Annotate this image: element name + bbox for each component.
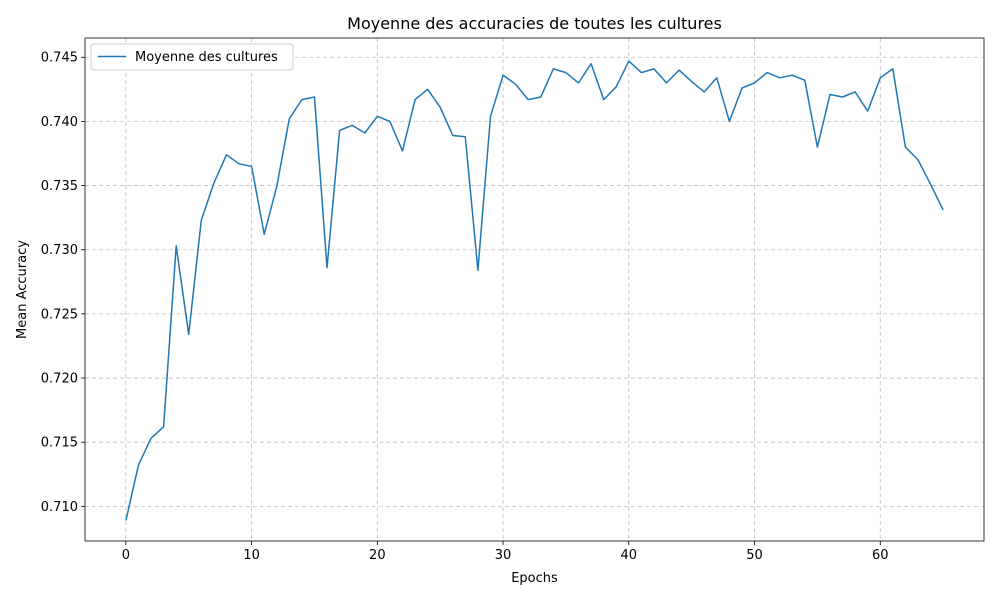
x-axis-label: Epochs xyxy=(511,571,558,586)
y-tick-label: 0.730 xyxy=(41,243,78,258)
x-tick-label: 60 xyxy=(872,548,889,563)
data-point xyxy=(263,233,266,236)
data-point xyxy=(942,208,945,211)
plot-frame xyxy=(84,37,985,542)
data-point xyxy=(665,81,668,84)
data-point xyxy=(338,129,341,132)
y-tick-label: 0.710 xyxy=(41,500,78,515)
data-point xyxy=(916,158,919,161)
data-point xyxy=(677,68,680,71)
data-point xyxy=(891,67,894,70)
data-point xyxy=(577,81,580,84)
data-point xyxy=(124,519,127,522)
grid xyxy=(85,38,984,541)
data-point xyxy=(225,153,228,156)
data-point xyxy=(300,98,303,101)
y-tick-label: 0.740 xyxy=(41,115,78,130)
data-point xyxy=(401,149,404,152)
data-point xyxy=(740,86,743,89)
data-point xyxy=(589,62,592,65)
data-point xyxy=(250,165,253,168)
data-point xyxy=(715,76,718,79)
data-point xyxy=(439,106,442,109)
x-tick-label: 20 xyxy=(369,548,386,563)
y-tick-label: 0.745 xyxy=(41,51,78,66)
data-point xyxy=(527,98,530,101)
data-point xyxy=(866,110,869,113)
x-tick-label: 40 xyxy=(621,548,638,563)
x-tick-label: 30 xyxy=(495,548,512,563)
y-tick-label: 0.725 xyxy=(41,307,78,322)
data-point xyxy=(237,162,240,165)
data-point xyxy=(640,71,643,74)
data-point xyxy=(426,88,429,91)
data-point xyxy=(476,269,479,272)
data-point xyxy=(325,266,328,269)
y-axis-label: Mean Accuracy xyxy=(15,240,30,339)
data-point xyxy=(816,145,819,148)
data-point xyxy=(175,244,178,247)
series-line xyxy=(125,60,944,521)
data-point xyxy=(753,81,756,84)
data-point xyxy=(841,95,844,98)
data-point xyxy=(162,425,165,428)
data-point xyxy=(149,437,152,440)
data-point xyxy=(501,74,504,77)
data-point xyxy=(854,90,857,93)
data-point xyxy=(904,145,907,148)
legend: Moyenne des cultures xyxy=(90,43,294,71)
y-tick-label: 0.720 xyxy=(41,372,78,387)
data-point xyxy=(828,93,831,96)
x-tick-label: 0 xyxy=(122,548,130,563)
data-point xyxy=(564,71,567,74)
x-tick-label: 50 xyxy=(746,548,763,563)
data-point xyxy=(690,80,693,83)
data-point xyxy=(413,98,416,101)
data-point xyxy=(275,185,278,188)
data-point xyxy=(703,90,706,93)
x-tick-label: 10 xyxy=(243,548,260,563)
data-point xyxy=(539,95,542,98)
data-point xyxy=(514,83,517,86)
y-tick-label: 0.735 xyxy=(41,179,78,194)
y-tick-label: 0.715 xyxy=(41,436,78,451)
y-axis-ticks: 0.710 0.715 0.720 0.725 0.730 0.735 0.740 0.745 xyxy=(41,51,85,515)
data-point xyxy=(803,79,806,82)
data-point xyxy=(615,85,618,88)
legend-label: Moyenne des cultures xyxy=(135,50,278,65)
data-point xyxy=(200,219,203,222)
data-point xyxy=(652,67,655,70)
data-point xyxy=(212,181,215,184)
data-point xyxy=(313,95,316,98)
data-point xyxy=(552,67,555,70)
data-point xyxy=(187,333,190,336)
data-point xyxy=(288,117,291,120)
data-point xyxy=(929,183,932,186)
data-point xyxy=(464,135,467,138)
data-point xyxy=(766,71,769,74)
data-point xyxy=(791,74,794,77)
legend-box xyxy=(90,43,294,71)
data-point xyxy=(778,76,781,79)
data-point xyxy=(351,124,354,127)
data-point xyxy=(376,115,379,118)
data-point xyxy=(602,98,605,101)
data-point xyxy=(363,131,366,134)
series-layer xyxy=(124,59,945,522)
data-point xyxy=(627,59,630,62)
chart-title: Moyenne des accuracies de toutes les cul… xyxy=(347,14,722,33)
data-point xyxy=(728,120,731,123)
data-point xyxy=(137,464,140,467)
data-point xyxy=(879,76,882,79)
data-point xyxy=(489,115,492,118)
data-point xyxy=(388,120,391,123)
x-axis-ticks: 0 10 20 30 40 50 60 xyxy=(122,541,889,563)
data-point xyxy=(451,134,454,137)
